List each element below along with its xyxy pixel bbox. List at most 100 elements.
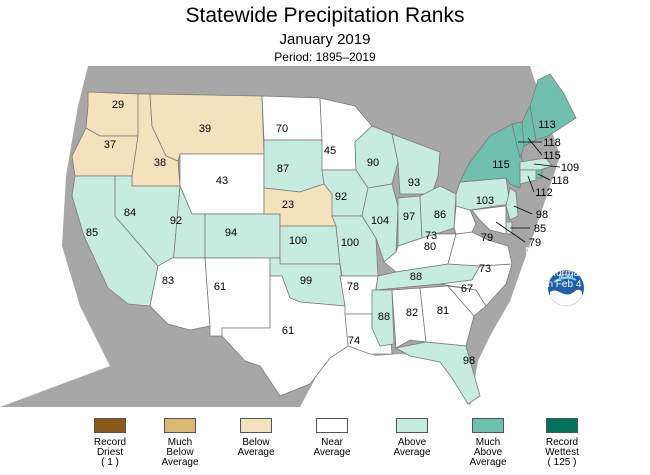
rank-label-ca: 85: [86, 227, 98, 239]
rank-label-wy: 43: [216, 175, 228, 187]
legend-label: Below: [166, 447, 194, 458]
rank-label-ia: 92: [335, 191, 347, 203]
state-wi: [354, 125, 399, 189]
noaa-logo-text: NOAA: [559, 274, 574, 280]
rank-label-tx: 61: [282, 325, 294, 337]
rank-label-ky: 80: [424, 241, 436, 253]
legend-swatch: [546, 418, 578, 433]
legend-label: Below: [242, 437, 270, 448]
rank-label-md: 79: [529, 237, 541, 249]
rank-label-wv: 73: [425, 230, 437, 242]
credit-date: Mon Feb 4 2019: [533, 279, 607, 290]
leader-line-md: [495, 221, 526, 243]
legend-item-much-above: Much Above Average: [458, 418, 518, 468]
legend-label: Above: [473, 447, 503, 458]
rank-label-ga: 81: [437, 305, 449, 317]
legend-swatch: [396, 418, 428, 433]
state-ms: [371, 289, 395, 347]
rank-label-tn: 88: [410, 271, 422, 283]
legend-label: Wettest: [545, 447, 579, 458]
state-co: [204, 213, 281, 259]
rank-label-ut: 92: [170, 215, 182, 227]
rank-label-ne: 23: [282, 199, 294, 211]
legend-swatch: [240, 418, 272, 433]
rank-label-sd: 87: [277, 163, 289, 175]
ocean-east: [470, 66, 650, 407]
ocean-west: [0, 66, 110, 407]
rank-label-mn: 45: [324, 145, 336, 157]
state-nc: [439, 263, 513, 307]
rank-label-pa: 103: [476, 195, 494, 207]
legend-label: Record: [93, 437, 127, 448]
state-ny: [459, 123, 523, 189]
legend-label: Average: [469, 457, 507, 468]
map-period: Period: 1895–2019: [274, 50, 376, 64]
legend-label: Average: [393, 447, 431, 458]
state-tx: [221, 275, 349, 397]
rank-label-nh: 115: [543, 150, 561, 162]
rank-label-ct: 112: [535, 187, 553, 199]
state-md: [471, 205, 507, 235]
legend-item-below: Below Average: [226, 418, 286, 458]
legend-label: Much: [475, 437, 501, 448]
rank-label-az: 83: [162, 275, 174, 287]
map-title: Statewide Precipitation Ranks: [185, 4, 465, 27]
rank-label-id: 38: [154, 157, 166, 169]
legend-item-above: Above Average: [382, 418, 442, 458]
rank-label-mt: 39: [199, 123, 211, 135]
rank-label-mo: 100: [341, 237, 359, 249]
credit-line: Environmental: [538, 257, 602, 268]
rank-label-ks: 100: [289, 235, 307, 247]
rank-label-ny: 115: [492, 159, 510, 171]
leader-line-nj: [513, 205, 533, 215]
map-subtitle: January 2019: [279, 31, 371, 48]
rank-label-sc: 67: [461, 283, 473, 295]
map-area: 29 37 85 38 84 39 43 92 83 94 61 70 87 23 100 99 61 45 92 1…: [0, 66, 650, 407]
rank-label-la: 74: [348, 335, 360, 347]
rank-label-ok: 99: [300, 275, 312, 287]
rank-label-va: 79: [481, 232, 493, 244]
rank-label-ar: 78: [347, 281, 359, 293]
rank-label-wi: 90: [367, 157, 379, 169]
state-al: [391, 287, 427, 349]
legend-label: Near: [321, 437, 343, 448]
leader-line-ct: [527, 175, 535, 193]
rank-label-mi: 93: [408, 177, 420, 189]
rank-label-vt: 118: [543, 137, 561, 149]
state-sd: [263, 139, 325, 193]
state-me: [529, 73, 577, 141]
legend-swatch: [164, 418, 196, 433]
rank-label-oh: 86: [434, 209, 446, 221]
legend-label: Record: [545, 437, 579, 448]
rank-label-or: 37: [104, 139, 116, 151]
leader-line-ri: [537, 173, 551, 181]
noaa-logo: NOAA: [545, 267, 587, 309]
state-ri: [535, 169, 543, 179]
rank-label-ri: 118: [551, 175, 569, 187]
legend-label: Driest: [96, 447, 124, 458]
rank-label-fl: 98: [463, 355, 475, 367]
legend-swatch: [472, 418, 504, 433]
state-nj: [505, 187, 519, 221]
legend-item-near: Near Average: [302, 418, 362, 458]
legend-swatch: [316, 418, 348, 433]
state-nm: [204, 257, 271, 337]
legend-label: Much: [167, 437, 193, 448]
state-fl: [394, 341, 481, 405]
rank-label-nj: 98: [536, 209, 548, 221]
rank-label-ma: 109: [561, 162, 579, 174]
legend-item-much-below: Much Below Average: [150, 418, 210, 468]
legend-item-record-driest: Record Driest( 1 ): [80, 418, 140, 468]
us-states-map: 29 37 85 38 84 39 43 92 83 94 61 70 87 23 100 99 61 45 92 1…: [0, 66, 650, 407]
leader-line-ma: [533, 163, 561, 168]
rank-label-ms: 88: [378, 311, 390, 323]
leader-line-nh: [527, 137, 543, 156]
rank-label-nd: 70: [276, 123, 288, 135]
legend-label: Average: [161, 457, 199, 468]
legend-label: ( 1 ): [101, 457, 119, 468]
state-nd: [261, 95, 323, 141]
rank-label-me: 113: [538, 119, 556, 131]
credit-block: National Centers for Environmental Infor…: [510, 246, 630, 290]
legend-label: Above: [397, 437, 427, 448]
rank-label-il: 104: [371, 215, 389, 227]
